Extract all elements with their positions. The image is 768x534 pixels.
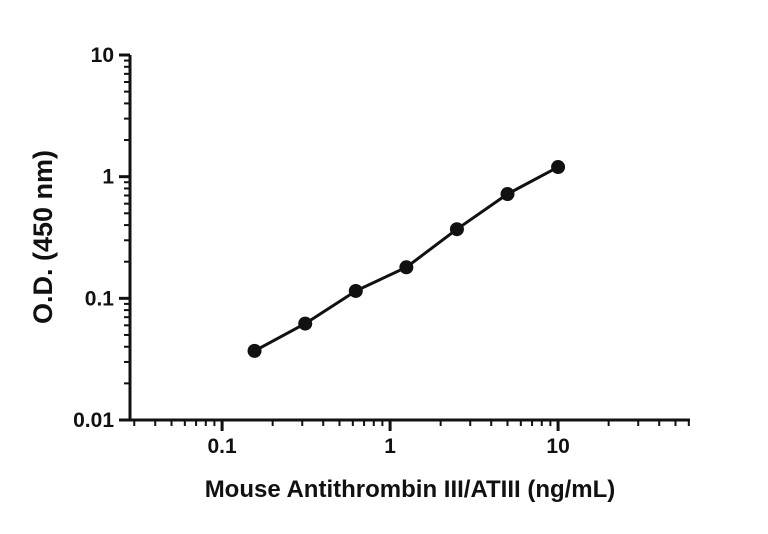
data-point	[247, 343, 262, 358]
data-point	[399, 260, 414, 275]
y-tick-label: 10	[91, 44, 114, 67]
x-tick-label: 0.1	[207, 435, 237, 458]
ticks-layer: 0.1 1 10 0.01 0.1 1 10	[73, 44, 690, 458]
x-tick-label: 10	[546, 435, 569, 458]
y-axis-title: O.D. (450 nm)	[28, 150, 58, 324]
y-tick-label: 0.01	[73, 409, 114, 432]
axes-layer	[128, 55, 690, 422]
y-tick-label: 1	[102, 166, 114, 189]
plot-layer	[247, 160, 566, 358]
data-point	[298, 316, 313, 331]
data-point	[449, 222, 464, 237]
x-tick-label: 1	[384, 435, 396, 458]
x-axis-title: Mouse Antithrombin III/ATIII (ng/mL)	[205, 476, 616, 503]
data-point	[348, 283, 363, 298]
y-tick-label: 0.1	[85, 287, 115, 310]
data-point	[500, 187, 515, 202]
data-point	[551, 160, 566, 175]
